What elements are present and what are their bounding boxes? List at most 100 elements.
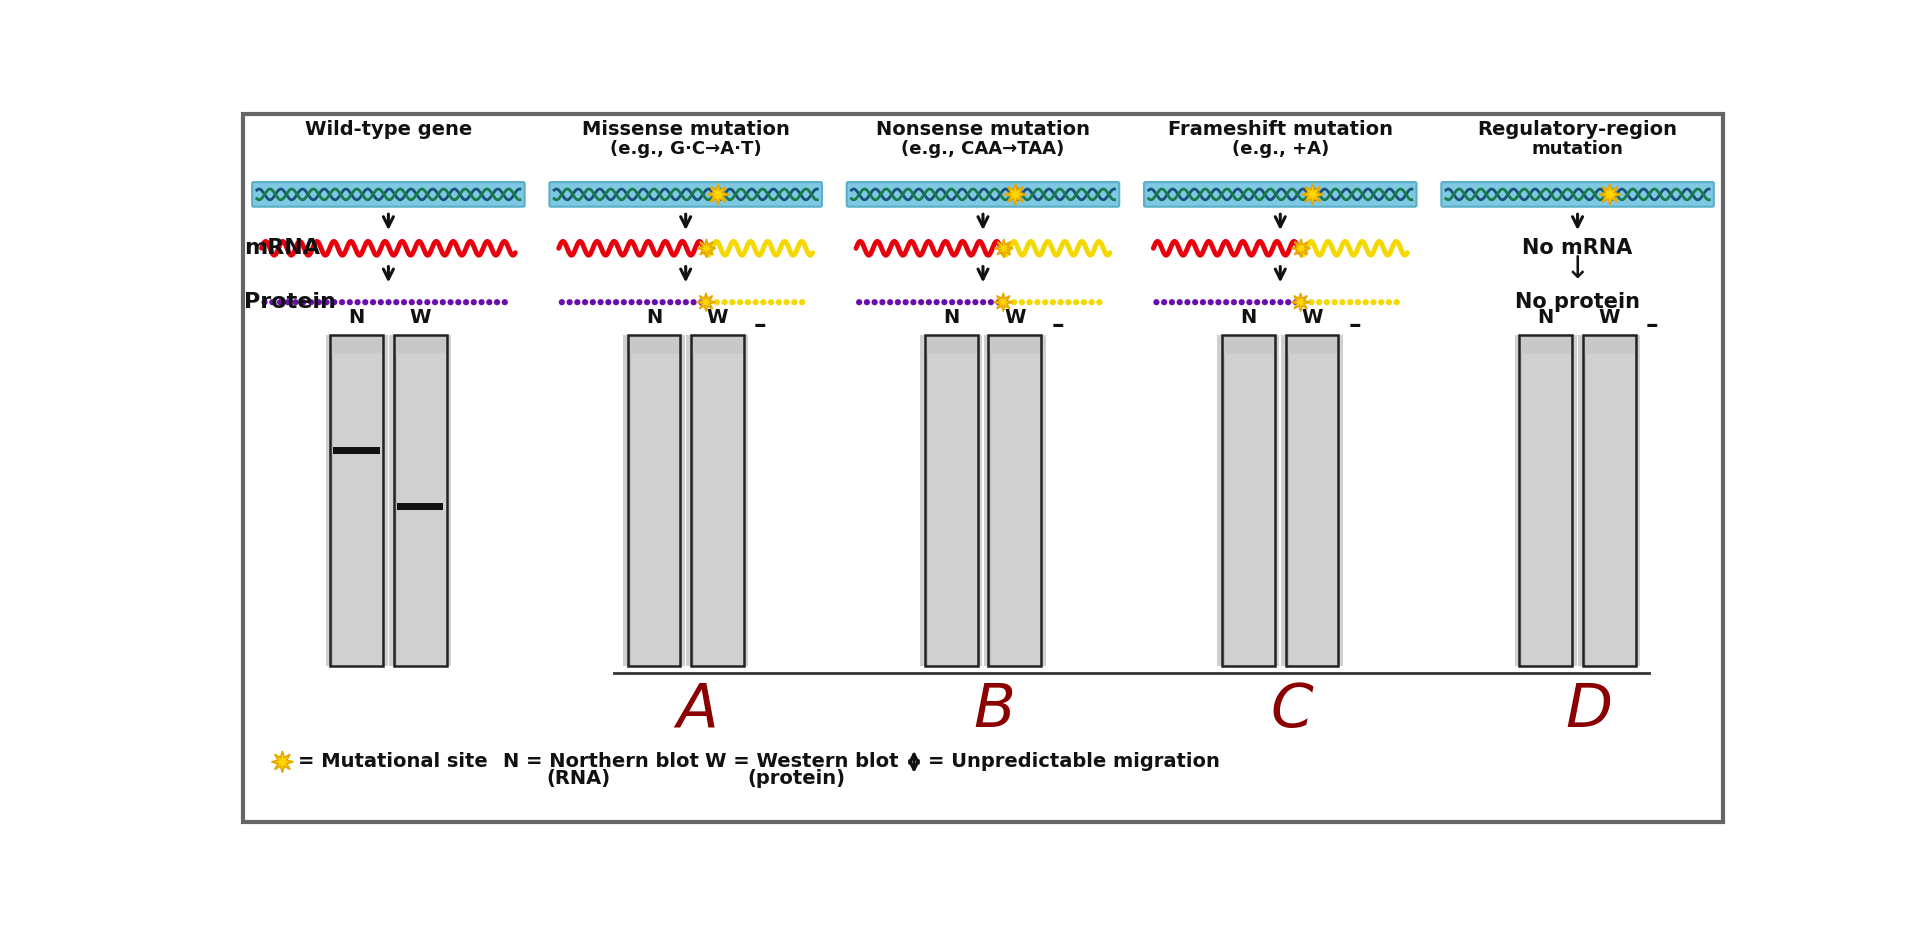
Circle shape — [1354, 299, 1362, 305]
Text: No protein: No protein — [1515, 292, 1640, 312]
Bar — [687, 335, 748, 666]
Circle shape — [386, 299, 391, 305]
Text: N: N — [646, 308, 662, 327]
Circle shape — [455, 299, 462, 305]
Bar — [326, 335, 387, 666]
Circle shape — [660, 299, 666, 305]
Circle shape — [1369, 299, 1377, 305]
Bar — [389, 335, 451, 666]
Circle shape — [614, 299, 620, 305]
Circle shape — [1072, 299, 1080, 305]
Circle shape — [1089, 299, 1095, 305]
Bar — [924, 335, 978, 354]
Circle shape — [503, 299, 508, 305]
Bar — [1285, 335, 1339, 354]
Circle shape — [878, 299, 886, 305]
Circle shape — [855, 299, 863, 305]
Circle shape — [1387, 299, 1392, 305]
Circle shape — [1346, 299, 1354, 305]
Circle shape — [606, 299, 612, 305]
Circle shape — [370, 299, 376, 305]
Bar — [1281, 335, 1343, 666]
Circle shape — [324, 299, 330, 305]
Circle shape — [316, 299, 322, 305]
Text: ↓: ↓ — [1565, 255, 1590, 284]
Circle shape — [675, 299, 681, 305]
Circle shape — [1377, 299, 1385, 305]
Bar — [1222, 335, 1275, 666]
Bar — [1222, 335, 1275, 354]
Text: N: N — [349, 308, 364, 327]
Polygon shape — [272, 751, 293, 773]
Circle shape — [1018, 299, 1024, 305]
Circle shape — [896, 299, 901, 305]
Bar — [334, 447, 380, 454]
Circle shape — [972, 299, 978, 305]
Text: –: – — [1348, 313, 1362, 337]
Circle shape — [949, 299, 955, 305]
Circle shape — [683, 299, 689, 305]
Bar — [393, 335, 447, 354]
Text: Nonsense mutation: Nonsense mutation — [877, 121, 1089, 139]
Text: –: – — [1051, 313, 1064, 337]
Circle shape — [261, 299, 269, 305]
Circle shape — [1160, 299, 1168, 305]
Circle shape — [783, 299, 790, 305]
Circle shape — [1208, 299, 1214, 305]
Bar — [1582, 335, 1636, 666]
Circle shape — [800, 299, 806, 305]
Polygon shape — [1302, 184, 1323, 205]
Bar — [1519, 335, 1573, 666]
Circle shape — [886, 299, 894, 305]
Circle shape — [637, 299, 643, 305]
Bar — [1582, 335, 1636, 354]
Circle shape — [447, 299, 455, 305]
Polygon shape — [696, 239, 715, 258]
Circle shape — [1201, 299, 1206, 305]
Circle shape — [401, 299, 407, 305]
Text: W: W — [1300, 308, 1323, 327]
Text: (RNA): (RNA) — [547, 769, 610, 788]
Circle shape — [1285, 299, 1291, 305]
Circle shape — [589, 299, 596, 305]
Polygon shape — [994, 293, 1013, 311]
Circle shape — [621, 299, 627, 305]
Circle shape — [439, 299, 445, 305]
Bar — [627, 335, 681, 666]
Circle shape — [871, 299, 878, 305]
Bar — [623, 335, 685, 666]
Circle shape — [644, 299, 650, 305]
Text: = Unpredictable migration: = Unpredictable migration — [928, 753, 1220, 771]
Bar — [984, 335, 1045, 666]
Circle shape — [432, 299, 437, 305]
Polygon shape — [1291, 293, 1310, 311]
Circle shape — [911, 299, 917, 305]
Text: –: – — [754, 313, 767, 337]
Circle shape — [737, 299, 742, 305]
Circle shape — [1034, 299, 1040, 305]
Circle shape — [1064, 299, 1072, 305]
Circle shape — [942, 299, 947, 305]
Text: W: W — [1003, 308, 1026, 327]
Bar — [330, 335, 384, 354]
Circle shape — [1316, 299, 1322, 305]
Circle shape — [598, 299, 604, 305]
Circle shape — [276, 299, 284, 305]
Circle shape — [721, 299, 727, 305]
Circle shape — [1262, 299, 1268, 305]
Bar — [690, 335, 744, 666]
Circle shape — [1362, 299, 1369, 305]
Circle shape — [558, 299, 566, 305]
Circle shape — [1041, 299, 1049, 305]
Circle shape — [462, 299, 470, 305]
FancyBboxPatch shape — [1440, 182, 1715, 207]
Circle shape — [1216, 299, 1222, 305]
Bar — [924, 335, 978, 666]
Circle shape — [629, 299, 635, 305]
Text: Missense mutation: Missense mutation — [581, 121, 790, 139]
Circle shape — [1277, 299, 1283, 305]
Text: B: B — [974, 680, 1015, 740]
Circle shape — [1193, 299, 1199, 305]
FancyBboxPatch shape — [1143, 182, 1417, 207]
Text: (e.g., +A): (e.g., +A) — [1231, 141, 1329, 159]
